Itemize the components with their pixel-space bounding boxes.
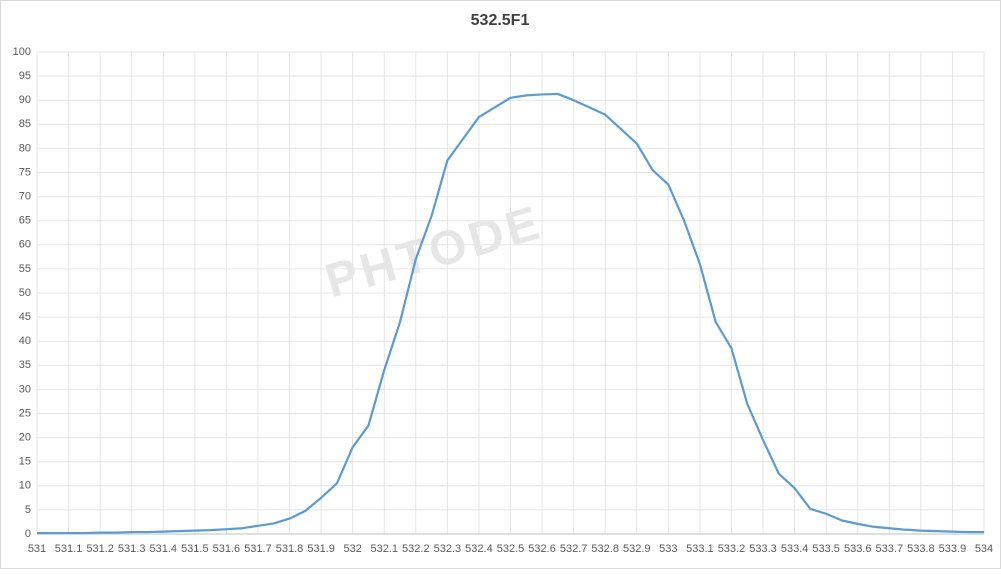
x-tick-label: 532.7 [560,543,588,555]
x-tick-label: 532.2 [402,543,430,555]
x-tick-label: 531.9 [307,543,335,555]
y-tick-label: 20 [19,432,31,444]
x-tick-label: 533.9 [939,543,967,555]
y-tick-label: 80 [19,142,31,154]
y-tick-label: 35 [19,359,31,371]
x-tick-label: 531.8 [276,543,304,555]
x-tick-label: 533.3 [749,543,777,555]
y-tick-label: 90 [19,94,31,106]
x-tick-label: 533.5 [812,543,840,555]
x-tick-label: 531.1 [55,543,83,555]
x-tick-label: 532.8 [591,543,619,555]
x-tick-label: 533.7 [876,543,904,555]
x-tick-label: 533.2 [718,543,746,555]
y-tick-label: 75 [19,166,31,178]
x-tick-label: 532.9 [623,543,651,555]
y-tick-label: 25 [19,407,31,419]
y-tick-label: 5 [25,504,31,516]
x-tick-label: 532.3 [434,543,462,555]
x-tick-label: 531.3 [118,543,146,555]
y-tick-label: 45 [19,311,31,323]
y-tick-label: 65 [19,215,31,227]
y-tick-label: 60 [19,239,31,251]
chart-title: 532.5F1 [471,12,530,29]
y-tick-label: 70 [19,191,31,203]
x-tick-label: 531.2 [86,543,114,555]
x-tick-label: 533.4 [781,543,809,555]
x-tick-label: 531.4 [150,543,178,555]
y-tick-label: 40 [19,335,31,347]
y-tick-label: 85 [19,118,31,130]
y-tick-label: 50 [19,287,31,299]
x-tick-label: 531 [28,543,46,555]
y-tick-label: 0 [25,528,31,540]
x-tick-label: 532.4 [465,543,493,555]
x-tick-label: 531.6 [213,543,241,555]
y-tick-label: 10 [19,480,31,492]
data-line [37,92,984,535]
y-tick-label: 15 [19,456,31,468]
x-tick-label: 533 [659,543,677,555]
x-tick-label: 533.8 [907,543,935,555]
x-tick-label: 534 [975,543,993,555]
x-tick-label: 531.7 [244,543,272,555]
x-tick-label: 532.5 [497,543,525,555]
y-tick-label: 100 [13,46,31,58]
x-tick-label: 533.1 [686,543,714,555]
x-tick-label: 533.6 [844,543,872,555]
x-tick-label: 532.1 [370,543,398,555]
y-tick-label: 95 [19,70,31,82]
x-tick-label: 532.6 [528,543,556,555]
y-tick-label: 55 [19,263,31,275]
x-tick-label: 531.5 [181,543,209,555]
x-tick-label: 532 [343,543,361,555]
y-tick-label: 30 [19,383,31,395]
